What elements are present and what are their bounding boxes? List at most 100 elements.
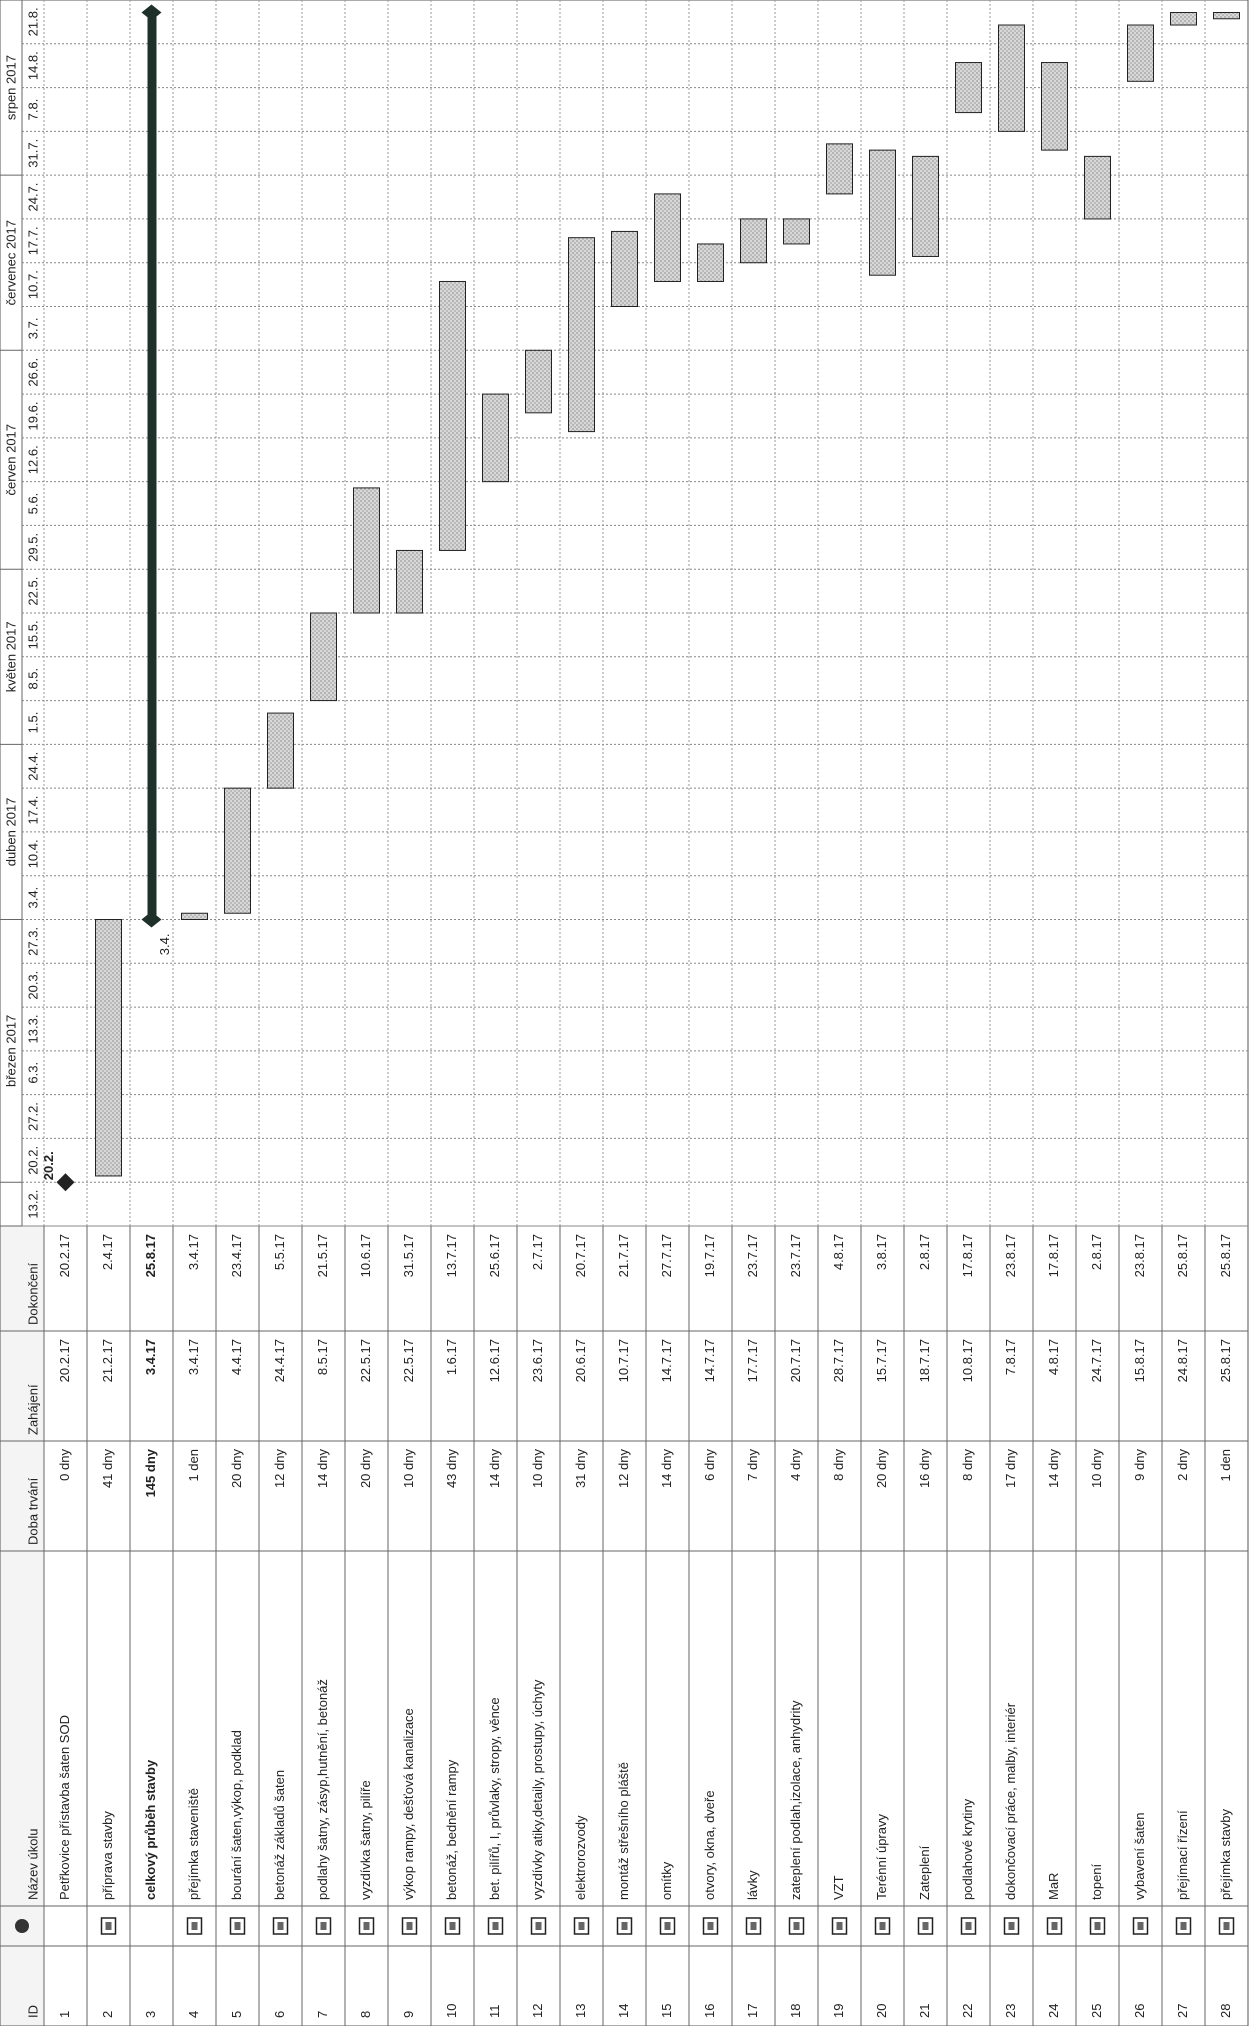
task-finish: 23.7.17 (788, 1234, 803, 1277)
task-note-icon-inner (277, 1922, 284, 1930)
task-name: Terénní úpravy (874, 1814, 889, 1900)
task-bar (568, 237, 595, 433)
task-finish: 3.8.17 (874, 1234, 889, 1270)
task-note-icon-inner (492, 1922, 499, 1930)
task-start: 10.7.17 (616, 1339, 631, 1382)
task-note-icon-inner (1223, 1922, 1230, 1930)
task-bar (439, 280, 466, 551)
task-bar (181, 912, 208, 920)
task-name: výkop rampy, dešťová kanalizace (401, 1708, 416, 1900)
month-label: červen 2017 (3, 424, 18, 496)
task-duration: 8 dny (960, 1449, 975, 1481)
month-label: srpen 2017 (3, 55, 18, 120)
task-duration: 1 den (1218, 1449, 1233, 1482)
task-finish: 25.6.17 (487, 1234, 502, 1277)
task-id: 23 (1003, 2004, 1018, 2018)
task-id: 20 (874, 2004, 889, 2018)
summary-end-cap (141, 4, 162, 21)
task-bar (1127, 24, 1154, 82)
task-duration: 20 dny (874, 1449, 889, 1489)
task-bar (955, 62, 982, 114)
month-label: duben 2017 (3, 798, 18, 867)
week-label: 10.7. (25, 270, 40, 299)
task-id: 21 (917, 2004, 932, 2018)
task-name: celkový průběh stavby (143, 1759, 158, 1900)
task-note-icon-inner (1051, 1922, 1058, 1930)
task-name: elektrorozvody (573, 1815, 588, 1900)
week-label: 14.8. (25, 51, 40, 80)
task-bar (482, 393, 509, 483)
task-start: 24.4.17 (272, 1339, 287, 1382)
task-note-icon-inner (1137, 1922, 1144, 1930)
task-start: 22.5.17 (401, 1339, 416, 1382)
task-duration: 14 dny (315, 1449, 330, 1489)
week-label: 27.2. (25, 1102, 40, 1131)
task-note-icon-inner (535, 1922, 542, 1930)
task-finish: 25.8.17 (1175, 1234, 1190, 1277)
task-finish: 5.5.17 (272, 1234, 287, 1270)
task-duration: 9 dny (1132, 1449, 1147, 1481)
summary-start-cap (141, 911, 162, 928)
task-name: lávky (745, 1870, 760, 1900)
week-label: 24.7. (25, 183, 40, 212)
task-finish: 2.7.17 (530, 1234, 545, 1270)
task-duration: 145 dny (143, 1448, 158, 1497)
task-id: 25 (1089, 2004, 1104, 2018)
week-label: 29.5. (25, 533, 40, 562)
task-id: 4 (186, 2011, 201, 2018)
week-label: 24.4. (25, 752, 40, 781)
week-label: 21.8. (25, 7, 40, 36)
task-name: Zateplení (917, 1845, 932, 1900)
task-id: 12 (530, 2004, 545, 2018)
task-name: přejímka staveniště (186, 1788, 201, 1900)
task-duration: 14 dny (659, 1449, 674, 1489)
task-finish: 20.7.17 (573, 1234, 588, 1277)
task-duration: 16 dny (917, 1449, 932, 1489)
task-finish: 27.7.17 (659, 1234, 674, 1277)
week-label: 31.7. (25, 139, 40, 168)
week-label: 17.4. (25, 796, 40, 825)
task-id: 8 (358, 2011, 373, 2018)
task-name: podlahy šatny, zásyp,hutnění, betonáž (315, 1679, 330, 1900)
task-id: 14 (616, 2004, 631, 2018)
column-header: ID (25, 2005, 40, 2018)
week-label: 7.8. (25, 99, 40, 121)
task-start: 24.7.17 (1089, 1339, 1104, 1382)
month-label: červenec 2017 (3, 220, 18, 305)
task-note-icon-inner (449, 1922, 456, 1930)
task-finish: 3.4.17 (186, 1234, 201, 1270)
column-header: Název úkolu (25, 1828, 40, 1900)
task-finish: 23.7.17 (745, 1234, 760, 1277)
task-bar (224, 787, 251, 914)
task-bar (353, 487, 380, 614)
column-header: Dokončení (25, 1262, 40, 1325)
task-bar (1041, 62, 1068, 151)
task-note-icon-inner (234, 1922, 241, 1930)
task-name: betonáž, bednění rampy (444, 1759, 459, 1900)
task-id: 13 (573, 2004, 588, 2018)
task-name: bourání šaten,výkop, podklad (229, 1730, 244, 1900)
task-bar (783, 218, 810, 245)
task-finish: 17.8.17 (1046, 1234, 1061, 1277)
week-label: 3.4. (25, 887, 40, 909)
task-start: 23.6.17 (530, 1339, 545, 1382)
task-id: 11 (487, 2005, 502, 2019)
task-name: topení (1089, 1863, 1104, 1900)
task-note-icon-inner (320, 1922, 327, 1930)
task-note-icon-inner (406, 1922, 413, 1930)
task-note-icon-inner (707, 1922, 714, 1930)
column-header: Zahájení (25, 1384, 40, 1435)
task-duration: 8 dny (831, 1449, 846, 1481)
task-bar (267, 712, 294, 789)
task-finish: 20.2.17 (57, 1234, 72, 1277)
task-finish: 25.8.17 (1218, 1234, 1233, 1277)
week-label: 1.5. (25, 712, 40, 734)
task-name: montáž střešního pláště (616, 1762, 631, 1900)
week-label: 13.3. (25, 1015, 40, 1044)
task-start: 7.8.17 (1003, 1339, 1018, 1375)
task-id: 9 (401, 2011, 416, 2018)
task-start: 10.8.17 (960, 1339, 975, 1382)
task-id: 7 (315, 2011, 330, 2018)
task-start: 3.4.17 (186, 1339, 201, 1375)
